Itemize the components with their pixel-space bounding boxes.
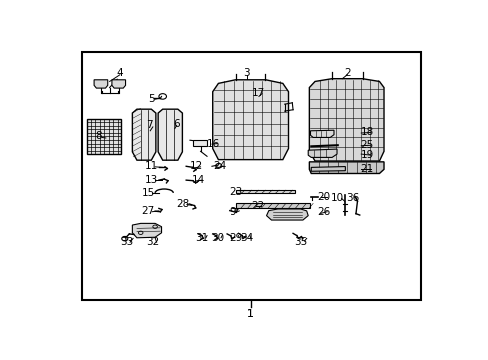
Polygon shape [310, 130, 333, 138]
Text: 26: 26 [316, 207, 329, 217]
Polygon shape [212, 80, 288, 159]
Text: 24: 24 [212, 161, 225, 171]
Text: 11: 11 [144, 161, 158, 171]
Text: 30: 30 [210, 233, 224, 243]
Text: 22: 22 [250, 201, 264, 211]
Text: 25: 25 [360, 140, 373, 150]
Text: 15: 15 [142, 188, 155, 198]
Text: 31: 31 [195, 233, 208, 243]
FancyBboxPatch shape [193, 140, 206, 146]
Text: 27: 27 [142, 206, 155, 216]
Text: 20: 20 [316, 192, 329, 202]
Text: 19: 19 [360, 150, 373, 160]
Text: 6: 6 [173, 118, 180, 129]
Text: 14: 14 [191, 175, 204, 185]
Text: 3: 3 [243, 68, 250, 78]
Polygon shape [132, 223, 161, 238]
Text: 29: 29 [228, 233, 242, 243]
Text: 10: 10 [330, 193, 344, 203]
Polygon shape [94, 80, 107, 88]
Polygon shape [311, 167, 345, 171]
Polygon shape [236, 190, 295, 193]
Text: 5: 5 [148, 94, 154, 104]
Text: 2: 2 [343, 68, 350, 78]
Polygon shape [266, 209, 307, 220]
Text: 4: 4 [116, 68, 123, 78]
Text: 7: 7 [145, 120, 152, 130]
Text: 1: 1 [247, 309, 253, 319]
Polygon shape [87, 118, 121, 154]
Polygon shape [158, 109, 182, 160]
Text: 16: 16 [206, 139, 220, 149]
Text: 28: 28 [176, 199, 189, 209]
Text: 1: 1 [246, 309, 254, 319]
Text: 36: 36 [346, 193, 359, 203]
Polygon shape [309, 162, 383, 174]
Text: 21: 21 [360, 164, 373, 174]
Polygon shape [236, 203, 310, 208]
Text: 18: 18 [360, 127, 373, 138]
Text: 34: 34 [240, 233, 253, 243]
Polygon shape [112, 80, 125, 88]
Text: 23: 23 [229, 187, 243, 197]
Polygon shape [132, 109, 156, 160]
Text: 35: 35 [293, 237, 306, 247]
Text: 33: 33 [120, 237, 133, 247]
Polygon shape [309, 79, 383, 161]
Text: 12: 12 [190, 161, 203, 171]
Text: 9: 9 [229, 207, 235, 217]
Text: 32: 32 [146, 237, 159, 247]
Text: 8: 8 [95, 131, 102, 141]
Text: 13: 13 [144, 175, 158, 185]
Polygon shape [307, 149, 336, 157]
Text: 17: 17 [251, 88, 264, 98]
